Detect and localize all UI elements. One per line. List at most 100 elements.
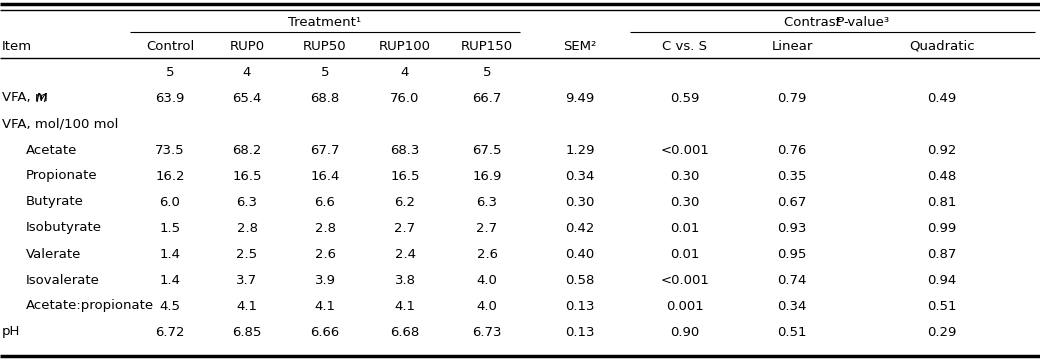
Text: 1.4: 1.4 [159,274,181,287]
Text: VFA, m: VFA, m [2,91,48,104]
Text: 16.4: 16.4 [310,170,340,183]
Text: 2.4: 2.4 [394,248,416,261]
Text: 6.0: 6.0 [159,196,180,209]
Text: 4.1: 4.1 [394,300,416,313]
Text: Control: Control [146,39,194,52]
Text: RUP100: RUP100 [379,39,431,52]
Text: RUP0: RUP0 [230,39,264,52]
Text: Linear: Linear [772,39,812,52]
Text: 4.0: 4.0 [476,300,497,313]
Text: 6.73: 6.73 [472,326,501,339]
Text: 0.93: 0.93 [777,222,807,235]
Text: 0.51: 0.51 [777,326,807,339]
Text: 4.0: 4.0 [476,274,497,287]
Text: 0.74: 0.74 [777,274,807,287]
Text: 0.58: 0.58 [566,274,595,287]
Text: 0.79: 0.79 [777,91,807,104]
Text: M: M [36,91,48,104]
Text: RUP150: RUP150 [461,39,513,52]
Text: 3.8: 3.8 [394,274,416,287]
Text: 5: 5 [320,65,330,78]
Text: 6.2: 6.2 [394,196,416,209]
Text: 65.4: 65.4 [232,91,262,104]
Text: 68.8: 68.8 [310,91,340,104]
Text: 0.34: 0.34 [566,170,595,183]
Text: C vs. S: C vs. S [662,39,707,52]
Text: RUP50: RUP50 [304,39,346,52]
Text: 6.72: 6.72 [155,326,185,339]
Text: 0.13: 0.13 [566,300,595,313]
Text: 66.7: 66.7 [472,91,501,104]
Text: Butyrate: Butyrate [26,196,84,209]
Text: 0.92: 0.92 [928,144,957,157]
Text: Item: Item [2,39,32,52]
Text: 3.7: 3.7 [236,274,258,287]
Text: 2.6: 2.6 [314,248,336,261]
Text: pH: pH [2,326,21,339]
Text: 68.3: 68.3 [390,144,420,157]
Text: 0.30: 0.30 [566,196,595,209]
Text: 0.48: 0.48 [928,170,957,183]
Text: 5: 5 [165,65,175,78]
Text: 0.001: 0.001 [667,300,704,313]
Text: 6.68: 6.68 [390,326,419,339]
Text: SEM²: SEM² [564,39,597,52]
Text: 0.01: 0.01 [671,248,700,261]
Text: 1.4: 1.4 [159,248,181,261]
Text: 0.42: 0.42 [566,222,595,235]
Text: 0.49: 0.49 [928,91,957,104]
Text: 67.5: 67.5 [472,144,501,157]
Text: 68.2: 68.2 [232,144,262,157]
Text: P: P [835,16,843,29]
Text: <0.001: <0.001 [660,144,709,157]
Text: 63.9: 63.9 [155,91,185,104]
Text: 73.5: 73.5 [155,144,185,157]
Text: 4.1: 4.1 [236,300,258,313]
Text: VFA, mol/100 mol: VFA, mol/100 mol [2,117,119,130]
Text: 0.94: 0.94 [928,274,957,287]
Text: 67.7: 67.7 [310,144,340,157]
Text: 6.66: 6.66 [310,326,340,339]
Text: 0.51: 0.51 [928,300,957,313]
Text: 6.3: 6.3 [236,196,258,209]
Text: 0.30: 0.30 [671,196,700,209]
Text: 6.3: 6.3 [476,196,497,209]
Text: 16.2: 16.2 [155,170,185,183]
Text: Contrast: Contrast [783,16,844,29]
Text: 6.85: 6.85 [232,326,262,339]
Text: Treatment¹: Treatment¹ [288,16,362,29]
Text: 0.30: 0.30 [671,170,700,183]
Text: 0.35: 0.35 [777,170,807,183]
Text: Isobutyrate: Isobutyrate [26,222,102,235]
Text: 0.76: 0.76 [777,144,807,157]
Text: 0.67: 0.67 [777,196,807,209]
Text: Propionate: Propionate [26,170,98,183]
Text: 16.5: 16.5 [232,170,262,183]
Text: Quadratic: Quadratic [909,39,974,52]
Text: Acetate:propionate: Acetate:propionate [26,300,154,313]
Text: <0.001: <0.001 [660,274,709,287]
Text: Isovalerate: Isovalerate [26,274,100,287]
Text: 0.34: 0.34 [777,300,807,313]
Text: 2.6: 2.6 [476,248,497,261]
Text: 0.90: 0.90 [671,326,700,339]
Text: Acetate: Acetate [26,144,77,157]
Text: 16.5: 16.5 [390,170,420,183]
Text: 4: 4 [242,65,252,78]
Text: 1.29: 1.29 [566,144,595,157]
Text: 0.87: 0.87 [928,248,957,261]
Text: 0.01: 0.01 [671,222,700,235]
Text: 3.9: 3.9 [314,274,336,287]
Text: 4.5: 4.5 [159,300,181,313]
Text: 0.99: 0.99 [928,222,957,235]
Text: 0.13: 0.13 [566,326,595,339]
Text: 2.5: 2.5 [236,248,258,261]
Text: 4.1: 4.1 [314,300,336,313]
Text: 76.0: 76.0 [390,91,420,104]
Text: 2.8: 2.8 [236,222,258,235]
Text: 5: 5 [483,65,491,78]
Text: Valerate: Valerate [26,248,81,261]
Text: 0.81: 0.81 [928,196,957,209]
Text: 2.8: 2.8 [314,222,336,235]
Text: 4: 4 [400,65,409,78]
